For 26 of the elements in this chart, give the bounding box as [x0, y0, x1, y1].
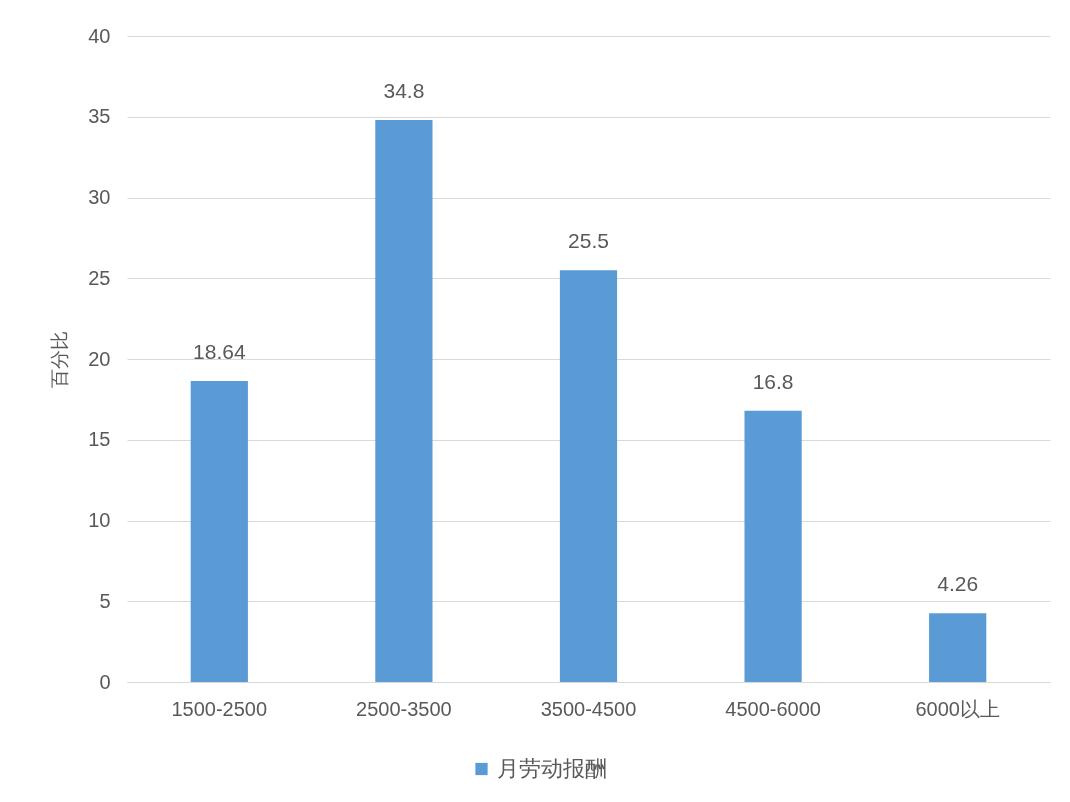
bar: [559, 270, 618, 682]
y-axis-title: 百分比: [49, 331, 71, 388]
bar: [190, 380, 248, 682]
bar: [929, 613, 987, 682]
y-tick-label: 25: [88, 266, 111, 289]
y-tick-label: 5: [99, 589, 111, 612]
legend-label: 月劳动报酬: [496, 756, 607, 781]
y-tick-label: 0: [99, 670, 111, 693]
y-tick-label: 20: [88, 347, 111, 370]
y-tick-label: 35: [88, 105, 111, 128]
x-tick-label: 1500-2500: [171, 697, 268, 720]
y-tick-label: 40: [88, 24, 111, 47]
data-label: 25.5: [568, 229, 609, 253]
y-tick-label: 10: [88, 509, 111, 531]
x-tick-label: 2500-3500: [356, 697, 452, 720]
bar: [744, 410, 802, 682]
y-tick-label: 15: [88, 428, 111, 451]
x-tick-label: 3500-4500: [540, 697, 637, 720]
bar: [375, 119, 433, 682]
data-label: 34.8: [383, 78, 425, 102]
data-label: 16.8: [752, 369, 794, 393]
y-tick-label: 30: [88, 186, 111, 208]
data-label: 4.26: [937, 572, 979, 596]
data-label: 18.64: [193, 339, 246, 363]
x-tick-label: 6000以上: [915, 697, 1000, 720]
x-tick-label: 4500-6000: [725, 697, 821, 720]
